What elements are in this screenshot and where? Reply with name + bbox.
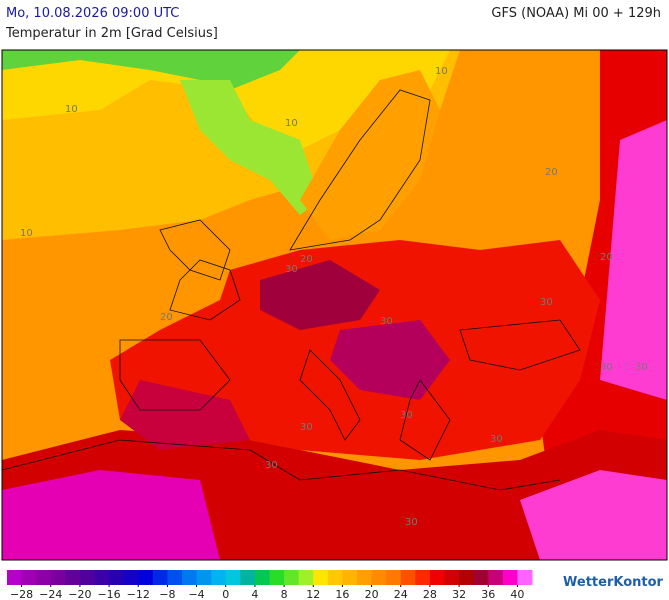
colorbar-swatch — [429, 570, 445, 585]
contour-label: 30 — [405, 517, 418, 528]
contour-label: 30 — [635, 362, 648, 373]
logo: WetterKontor — [563, 575, 663, 590]
colorbar-label: 4 — [251, 588, 258, 600]
colorbar-label: 20 — [365, 588, 379, 600]
coastlines — [2, 89, 581, 491]
contour-label: 10 — [20, 228, 33, 239]
contour-label: 20 — [300, 254, 313, 265]
colorbar-swatch — [400, 570, 416, 585]
contour-label: 30 — [490, 434, 503, 445]
contour-label: 10 — [435, 66, 448, 77]
contour-label: 20 — [600, 252, 613, 263]
colorbar-swatch — [50, 570, 66, 585]
contour-label: 30 — [400, 410, 413, 421]
temperature-field — [2, 50, 667, 560]
colorbar-swatch — [371, 570, 387, 585]
colorbar-swatch — [459, 570, 475, 585]
colorbar-swatch — [138, 570, 154, 585]
colorbar-label: −4 — [188, 588, 204, 600]
colorbar-swatch — [240, 570, 256, 585]
colorbar-swatch — [298, 570, 314, 585]
colorbar-label: −24 — [39, 588, 62, 600]
contour-label: 10 — [65, 104, 78, 115]
contour-label: 10 — [285, 118, 298, 129]
colorbar-swatch — [167, 570, 183, 585]
contour-label: 30 — [300, 422, 313, 433]
colorbar-label: −8 — [159, 588, 175, 600]
colorbar-swatch — [284, 570, 300, 585]
colorbar-label: 24 — [394, 588, 408, 600]
colorbar-swatch — [36, 570, 52, 585]
colorbar-swatch — [386, 570, 402, 585]
colorbar-label: −20 — [68, 588, 91, 600]
colorbar-swatch — [182, 570, 198, 585]
colorbar-label: −16 — [97, 588, 120, 600]
colorbar-swatch — [94, 570, 110, 585]
model-info: GFS (NOAA) Mi 00 + 129h — [491, 6, 661, 21]
colorbar-swatch — [502, 570, 518, 585]
run-time: Mo, 10.08.2026 09:00 UTC — [6, 6, 180, 21]
colorbar-swatch — [123, 570, 139, 585]
contour-label: 30 — [380, 316, 393, 327]
contour-label: 30 — [540, 297, 553, 308]
colorbar-swatch — [342, 570, 358, 585]
colorbar-swatch — [196, 570, 212, 585]
subtitle: Temperatur in 2m [Grad Celsius] — [6, 26, 218, 41]
colorbar-swatch — [473, 570, 489, 585]
colorbar-swatch — [444, 570, 460, 585]
colorbar-swatch — [269, 570, 285, 585]
colorbar-swatch — [152, 570, 168, 585]
colorbar-swatch — [357, 570, 373, 585]
colorbar-swatch — [211, 570, 227, 585]
contour-label: 30 — [285, 264, 298, 275]
colorbar-swatch — [109, 570, 125, 585]
colorbar-swatch — [517, 570, 533, 585]
colorbar: −28 −24 −20 −16 −12 −8 −4 0 4 8 12 16 20 24 28 32 36 40 — [7, 570, 533, 600]
colorbar-label: 36 — [481, 588, 495, 600]
colorbar-label: 0 — [222, 588, 229, 600]
colorbar-swatch — [415, 570, 431, 585]
contour-label: 30 — [600, 362, 613, 373]
colorbar-swatch — [254, 570, 270, 585]
colorbar-label: 28 — [423, 588, 437, 600]
colorbar-swatch — [225, 570, 241, 585]
contour-label: 20 — [160, 312, 173, 323]
colorbar-label: −12 — [127, 588, 150, 600]
contour-label: 30 — [265, 460, 278, 471]
map-frame — [1, 49, 668, 561]
colorbar-label: 32 — [452, 588, 466, 600]
colorbar-swatch — [488, 570, 504, 585]
colorbar-swatch — [21, 570, 37, 585]
colorbar-label: 12 — [306, 588, 320, 600]
colorbar-swatch — [313, 570, 329, 585]
colorbar-label: 8 — [281, 588, 288, 600]
colorbar-label: 16 — [335, 588, 349, 600]
colorbar-swatch — [327, 570, 343, 585]
colorbar-swatch — [7, 570, 23, 585]
colorbar-swatch — [79, 570, 95, 585]
contour-label: 20 — [545, 167, 558, 178]
colorbar-label: 40 — [510, 588, 524, 600]
colorbar-label: −28 — [10, 588, 33, 600]
colorbar-swatch — [65, 570, 81, 585]
